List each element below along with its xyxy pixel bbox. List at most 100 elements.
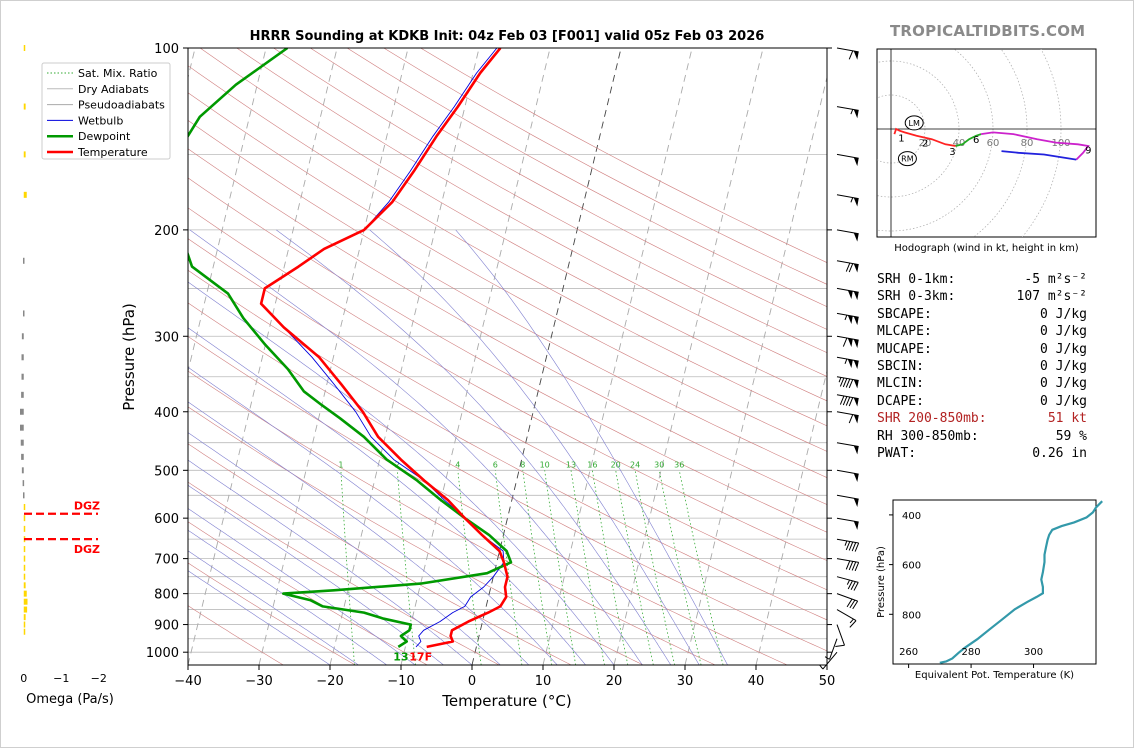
y-tick-label: 900 — [154, 619, 179, 634]
y-tick-label: 800 — [154, 588, 179, 603]
stat-row: PWAT: 0.26 in — [877, 446, 1107, 463]
barb-full — [848, 414, 854, 424]
mixing-ratio-line — [522, 470, 553, 665]
dry-adiabat — [188, 207, 827, 561]
barb-flag — [853, 521, 859, 530]
skewt-axes: 13 17F1000900800700600500400300200100−40−… — [120, 42, 835, 710]
dry-adiabat — [188, 65, 827, 427]
omega-bar — [21, 354, 24, 361]
barb-full — [848, 379, 854, 389]
wind-barb — [836, 312, 859, 326]
omega-bar — [23, 310, 25, 317]
hodo-height-label: 6 — [973, 135, 979, 146]
stat-value: 59 % — [1055, 428, 1087, 444]
wind-barb — [836, 609, 857, 628]
wind-barb — [836, 260, 859, 273]
pseudoadiabat — [188, 570, 331, 665]
x-tick-label: −40 — [174, 674, 201, 689]
dry-adiabat — [188, 92, 827, 452]
omega-bar — [23, 614, 26, 621]
pseudoadiabat — [188, 508, 416, 665]
pseudoadiabat — [188, 459, 473, 665]
barb-staff — [836, 538, 859, 544]
hodo-segment — [1001, 150, 1077, 161]
y-tick-label: 400 — [154, 406, 179, 421]
y-tick-label: 200 — [154, 224, 179, 239]
barb-full — [849, 620, 857, 628]
dry-adiabat — [188, 481, 500, 665]
omega-bar — [23, 590, 27, 597]
hodo-title: Hodograph (wind in kt, height in km) — [894, 243, 1079, 254]
barb-staff — [822, 651, 838, 670]
pseudoadiabat — [188, 327, 586, 665]
barb-half — [849, 618, 854, 624]
thetae-y-axis-label: Pressure (hPa) — [876, 546, 887, 618]
series-wetbulb-line — [260, 48, 505, 648]
surface-temperature-label: 17F — [409, 651, 432, 664]
hodo-height-label: 3 — [949, 147, 955, 158]
stat-label: SBCAPE: — [877, 306, 932, 322]
mixing-ratio-label: 1 — [338, 460, 343, 469]
wind-barb — [836, 394, 859, 407]
legend-item: Wetbulb — [78, 114, 123, 127]
barb-full — [848, 541, 854, 551]
omega-bar — [23, 515, 26, 522]
pseudoadiabat — [189, 229, 643, 665]
barb-full — [847, 580, 853, 590]
barb-staff — [836, 609, 857, 622]
hodo-ring-label: 20 — [919, 138, 932, 149]
omega-bar — [23, 191, 27, 198]
omega-bar — [23, 555, 26, 562]
y-tick-label: 300 — [154, 330, 179, 345]
wind-barb — [836, 593, 859, 610]
omega-tick-label: −1 — [53, 672, 69, 685]
stat-value: 0 J/kg — [1040, 341, 1087, 357]
barb-full — [854, 562, 860, 572]
omega-bar — [23, 606, 28, 613]
barb-half — [844, 358, 848, 364]
stat-row: SBCIN: 0 J/kg — [877, 359, 1107, 376]
omega-bar — [22, 480, 25, 487]
wind-barb — [836, 376, 859, 389]
barb-full — [845, 262, 851, 272]
omega-bar — [23, 257, 25, 264]
omega-bar — [23, 598, 28, 605]
barb-full — [848, 50, 854, 60]
barb-full — [848, 263, 854, 273]
barb-flag — [853, 397, 859, 407]
mixing-ratio-label: 16 — [587, 460, 597, 469]
barb-half — [844, 540, 848, 546]
barb-full — [854, 542, 860, 552]
skewt-curves — [188, 48, 513, 649]
barb-full — [842, 337, 848, 347]
dry-adiabat — [188, 120, 827, 478]
y-tick-label: 1000 — [146, 646, 179, 661]
barb-staff — [829, 638, 838, 660]
stat-label: SHR 200-850mb: — [877, 411, 987, 427]
isotherm — [542, 48, 693, 665]
hodo-ring-label: 80 — [1021, 138, 1034, 149]
wind-barb — [836, 335, 859, 348]
thetae-x-axis-label: Equivalent Pot. Temperature (K) — [915, 670, 1074, 681]
dry-adiabat — [188, 269, 827, 621]
mixing-ratio-label: 4 — [455, 460, 460, 469]
x-tick-label: 30 — [677, 674, 694, 689]
stat-label: DCAPE: — [877, 393, 924, 409]
barb-full — [842, 378, 848, 388]
omega-bar — [21, 333, 24, 340]
pseudoadiabat — [455, 229, 728, 665]
thetae-panel: 400 600 800 260 280 300 Equivalent Pot. Temper… — [876, 499, 1103, 681]
dry-adiabat — [188, 336, 788, 665]
barb-flag — [853, 109, 859, 119]
stat-label: PWAT: — [877, 445, 917, 461]
rm-marker — [897, 151, 917, 167]
barb-flag — [853, 360, 859, 369]
barb-full — [845, 541, 851, 551]
skewt-grid: 1 2 4 6 8 10 13 16 20 24 30 36 — [188, 48, 827, 665]
barb-flag — [853, 291, 859, 301]
legend-item: Dewpoint — [78, 130, 131, 143]
hodo-height-label: 1 — [898, 134, 904, 145]
stat-value: 0 J/kg — [1040, 358, 1087, 374]
omega-bar — [23, 564, 26, 571]
pseudoadiabat — [276, 229, 672, 665]
